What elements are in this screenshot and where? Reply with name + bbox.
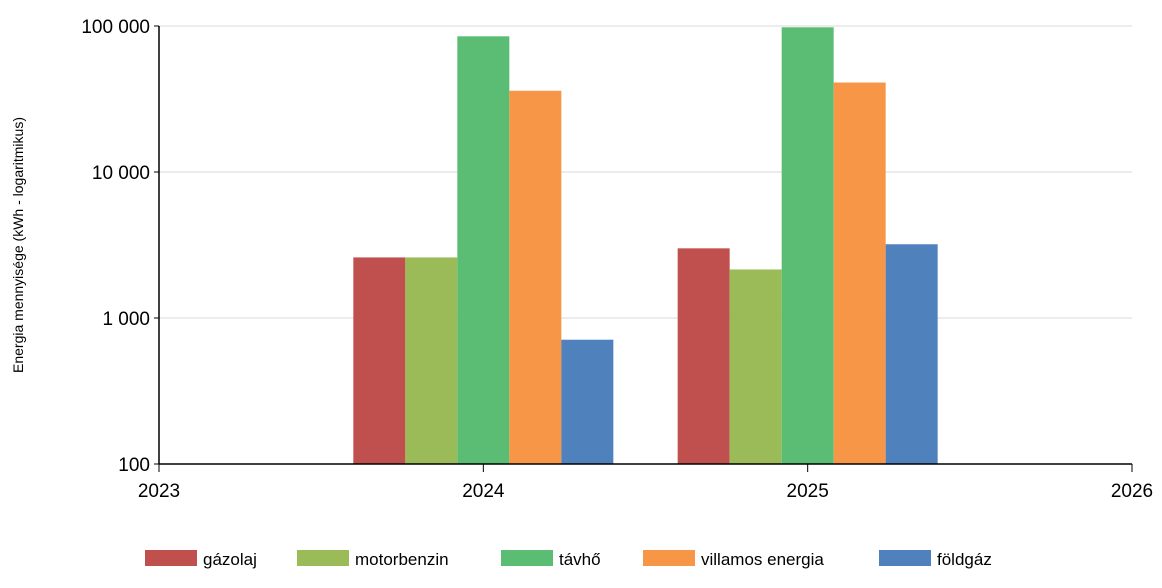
- bar: [729, 269, 782, 464]
- x-tick-label: 2025: [787, 481, 829, 502]
- bar: [677, 248, 730, 464]
- legend-item: földgáz: [879, 550, 992, 569]
- y-tick-label: 1 000: [102, 309, 150, 330]
- grid-layer: [159, 25, 1132, 319]
- bar: [353, 257, 406, 464]
- y-tick-label: 10 000: [92, 163, 150, 184]
- y-axis-label: Energia mennyisége (kWh - logaritmikus): [10, 117, 26, 373]
- x-tick-label: 2024: [462, 481, 505, 502]
- bar: [885, 244, 938, 464]
- bar: [833, 82, 886, 464]
- bar: [561, 339, 614, 464]
- legend-label: motorbenzin: [355, 550, 449, 569]
- legend-item: gázolaj: [145, 550, 257, 569]
- bar-layer: [353, 27, 938, 464]
- y-tick-label: 100: [118, 455, 150, 476]
- legend-item: távhő: [501, 550, 601, 569]
- legend-swatch: [643, 550, 695, 566]
- x-tick-label: 2026: [1111, 481, 1153, 502]
- legend-item: villamos energia: [643, 550, 824, 569]
- bar: [509, 90, 562, 464]
- legend-label: villamos energia: [701, 550, 824, 569]
- legend-item: motorbenzin: [297, 550, 449, 569]
- legend-swatch: [879, 550, 931, 566]
- axis-layer: 100 1 000 10 000 100 000 2023 2024 2025 2026: [81, 17, 1153, 502]
- x-tick-label: 2023: [138, 481, 180, 502]
- legend-label: gázolaj: [203, 550, 257, 569]
- bar: [405, 257, 458, 464]
- bar: [781, 27, 834, 464]
- y-tick-label: 100 000: [81, 17, 150, 38]
- legend-swatch: [145, 550, 197, 566]
- legend-label: földgáz: [937, 550, 992, 569]
- legend: gázolaj motorbenzin távhő villamos energia f…: [145, 550, 992, 569]
- legend-swatch: [297, 550, 349, 566]
- legend-swatch: [501, 550, 553, 566]
- legend-label: távhő: [559, 550, 601, 569]
- bar: [457, 36, 510, 464]
